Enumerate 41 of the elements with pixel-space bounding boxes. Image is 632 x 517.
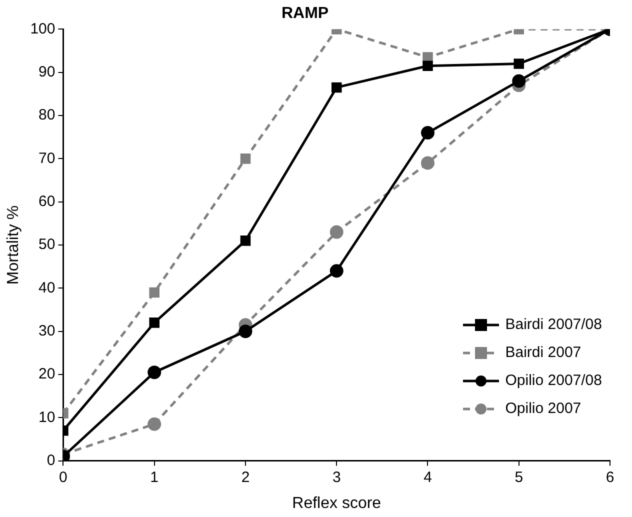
y-tick-label: 10 xyxy=(38,408,56,426)
legend-label: Bairdi 2007/08 xyxy=(505,316,602,334)
y-tick-label: 50 xyxy=(38,236,56,254)
legend-label: Opilio 2007/08 xyxy=(505,372,602,390)
legend-label: Opilio 2007 xyxy=(505,400,582,418)
y-tick-label: 20 xyxy=(38,366,56,383)
x-tick-label: 0 xyxy=(59,468,68,486)
point xyxy=(331,82,342,93)
point xyxy=(422,52,433,62)
point xyxy=(330,225,344,239)
y-tick-label: 40 xyxy=(38,279,56,296)
chart-title: RAMP xyxy=(281,5,329,22)
point xyxy=(149,287,160,298)
point xyxy=(240,154,251,164)
point xyxy=(240,236,251,246)
point xyxy=(330,264,344,278)
x-tick-label: 4 xyxy=(424,468,432,486)
x-tick-label: 5 xyxy=(514,468,524,486)
point xyxy=(514,58,524,69)
point xyxy=(238,324,252,338)
x-tick-label: 3 xyxy=(332,468,341,486)
point xyxy=(420,156,434,170)
point xyxy=(148,366,162,380)
point xyxy=(420,126,434,140)
x-tick-label: 6 xyxy=(606,468,614,486)
x-axis-title: Reflex score xyxy=(292,494,382,512)
point xyxy=(149,318,160,328)
y-tick-label: 60 xyxy=(38,192,56,210)
legend-label: Bairdi 2007 xyxy=(505,344,582,362)
y-axis-title: Mortality % xyxy=(5,205,22,285)
x-tick-label: 2 xyxy=(241,468,250,486)
y-tick-label: 30 xyxy=(38,322,56,340)
point xyxy=(512,74,526,88)
y-tick-label: 80 xyxy=(38,106,56,124)
y-tick-label: 90 xyxy=(38,64,56,80)
point xyxy=(422,60,433,72)
x-tick-label: 1 xyxy=(150,468,159,486)
y-tick-label: 70 xyxy=(38,150,56,167)
y-tick-label: 100 xyxy=(30,20,56,38)
point xyxy=(148,417,162,431)
y-tick-label: 0 xyxy=(46,452,56,469)
